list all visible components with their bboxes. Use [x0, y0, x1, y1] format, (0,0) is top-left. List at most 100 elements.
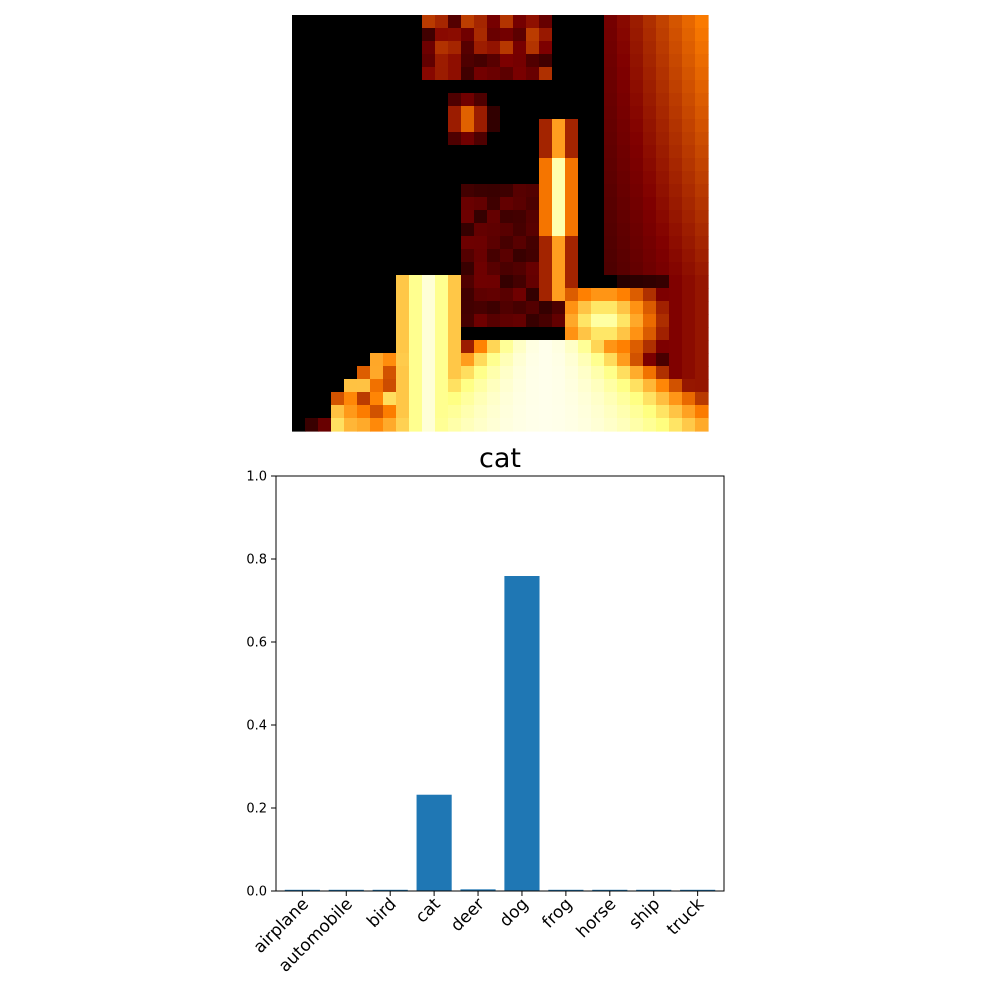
heatmap-cell	[604, 197, 618, 211]
heatmap-cell	[656, 418, 670, 432]
heatmap-cell	[474, 340, 488, 354]
heatmap-cell	[474, 392, 488, 406]
heatmap-cell	[396, 379, 410, 393]
heatmap-cell	[578, 106, 592, 120]
heatmap-cell	[669, 145, 683, 159]
heatmap-cell	[591, 132, 605, 146]
heatmap-cell	[409, 145, 423, 159]
heatmap-cell	[617, 353, 631, 367]
heatmap-cell	[565, 145, 579, 159]
heatmap-cell	[591, 15, 605, 29]
heatmap-cell	[539, 314, 553, 328]
heatmap-cell	[435, 106, 449, 120]
heatmap-cell	[643, 301, 657, 315]
heatmap-cell	[513, 67, 527, 81]
heatmap-cell	[643, 158, 657, 172]
heatmap-cell	[305, 262, 319, 276]
bar-dog	[504, 576, 540, 891]
heatmap-cell	[357, 15, 371, 29]
heatmap-cell	[643, 366, 657, 380]
heatmap-cell	[370, 15, 384, 29]
heatmap-cell	[487, 262, 501, 276]
heatmap-cell	[292, 405, 306, 419]
heatmap-cell	[305, 314, 319, 328]
heatmap-cell	[396, 353, 410, 367]
heatmap-cell	[630, 119, 644, 133]
heatmap-cell	[435, 340, 449, 354]
heatmap-cell	[331, 366, 345, 380]
heatmap-cell	[578, 366, 592, 380]
heatmap-cell	[552, 67, 566, 81]
heatmap-cell	[617, 106, 631, 120]
heatmap-cell	[474, 314, 488, 328]
heatmap-cell	[370, 106, 384, 120]
heatmap-cell	[669, 93, 683, 107]
heatmap-cell	[487, 392, 501, 406]
heatmap-cell	[669, 379, 683, 393]
heatmap-cell	[435, 236, 449, 250]
heatmap-cell	[344, 379, 358, 393]
heatmap-cell	[461, 353, 475, 367]
heatmap-cell	[344, 197, 358, 211]
heatmap-cell	[448, 197, 462, 211]
heatmap-cell	[331, 184, 345, 198]
heatmap-cell	[682, 106, 696, 120]
heatmap-cell	[630, 353, 644, 367]
heatmap-cell	[578, 158, 592, 172]
heatmap-cell	[305, 366, 319, 380]
heatmap-cell	[448, 15, 462, 29]
heatmap-cell	[474, 106, 488, 120]
heatmap-cell	[461, 158, 475, 172]
heatmap-cell	[552, 366, 566, 380]
heatmap-cell	[396, 392, 410, 406]
heatmap-cell	[461, 15, 475, 29]
heatmap-cell	[565, 119, 579, 133]
heatmap-cell	[500, 171, 514, 185]
heatmap-cell	[513, 301, 527, 315]
heatmap-cell	[565, 54, 579, 68]
heatmap-cell	[578, 54, 592, 68]
heatmap-cell	[461, 80, 475, 94]
heatmap-cell	[513, 158, 527, 172]
heatmap-cell	[487, 353, 501, 367]
heatmap-cell	[409, 197, 423, 211]
heatmap-cell	[552, 340, 566, 354]
heatmap-cell	[656, 28, 670, 42]
heatmap-cell	[461, 223, 475, 237]
heatmap-cell	[539, 418, 553, 432]
heatmap-cell	[669, 392, 683, 406]
heatmap-cell	[682, 28, 696, 42]
heatmap-cell	[500, 392, 514, 406]
heatmap-cell	[695, 418, 709, 432]
heatmap-cell	[526, 327, 540, 341]
heatmap-cell	[669, 132, 683, 146]
heatmap-cell	[448, 314, 462, 328]
heatmap-cell	[383, 106, 397, 120]
heatmap-cell	[396, 418, 410, 432]
heatmap-cell	[552, 132, 566, 146]
y-tick-label: 0.8	[246, 553, 267, 568]
heatmap-cell	[617, 184, 631, 198]
heatmap-cell	[695, 41, 709, 55]
heatmap-cell	[331, 262, 345, 276]
heatmap-cell	[357, 80, 371, 94]
heatmap-cell	[513, 275, 527, 289]
heatmap-cell	[565, 41, 579, 55]
heatmap-cell	[318, 314, 332, 328]
heatmap-cell	[422, 236, 436, 250]
heatmap-cell	[435, 353, 449, 367]
heatmap-cell	[318, 93, 332, 107]
heatmap-cell	[643, 67, 657, 81]
y-axis: 0.0 0.2 0.4 0.6 0.8 1.0	[246, 470, 276, 900]
heatmap-cell	[422, 80, 436, 94]
heatmap-cell	[643, 145, 657, 159]
heatmap-cell	[305, 418, 319, 432]
heatmap-cell	[409, 41, 423, 55]
heatmap-cell	[578, 249, 592, 263]
heatmap-cell	[682, 184, 696, 198]
heatmap-cell	[682, 327, 696, 341]
heatmap-cell	[513, 223, 527, 237]
heatmap-cell	[513, 327, 527, 341]
heatmap-cell	[669, 366, 683, 380]
heatmap-cell	[474, 418, 488, 432]
